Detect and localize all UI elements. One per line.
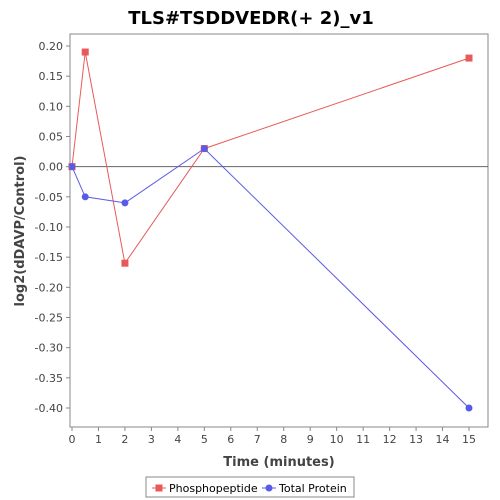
data-point-phosphopeptide [81, 48, 89, 56]
y-axis-label: log2(dDAVP/Control) [13, 156, 28, 307]
chart-title: TLS#TSDDVEDR(+ 2)_v1 [128, 8, 374, 29]
x-tick-label: 7 [254, 433, 261, 446]
x-tick-label: 5 [201, 433, 208, 446]
y-tick-label: 0.00 [39, 161, 64, 174]
y-tick-label: -0.15 [35, 251, 63, 264]
y-tick-label: -0.40 [35, 402, 63, 415]
data-point-phosphopeptide [121, 259, 129, 267]
legend-box [145, 476, 355, 498]
y-tick-label: -0.30 [35, 342, 63, 355]
y-tick-label: 0.15 [39, 70, 64, 83]
y-tick-label: -0.35 [35, 372, 63, 385]
legend-marker-total-protein [265, 484, 273, 492]
y-tick-label: -0.05 [35, 191, 63, 204]
x-tick-label: 4 [174, 433, 181, 446]
x-tick-label: 12 [383, 433, 397, 446]
x-tick-label: 6 [227, 433, 234, 446]
legend-label-phosphopeptide: Phosphopeptide [169, 482, 258, 495]
x-tick-label: 13 [409, 433, 423, 446]
legend-label-total-protein: Total Protein [278, 482, 347, 495]
x-tick-label: 3 [148, 433, 155, 446]
legend: Phosphopeptide Total Protein [145, 476, 355, 498]
y-tick-label: 0.05 [39, 131, 64, 144]
y-tick-label: -0.20 [35, 281, 63, 294]
y-tick-label: -0.25 [35, 312, 63, 325]
data-point-total-protein [81, 193, 89, 201]
data-point-total-protein [68, 163, 76, 171]
data-point-phosphopeptide [465, 54, 473, 62]
x-tick-label: 1 [95, 433, 102, 446]
y-tick-label: 0.20 [39, 40, 64, 53]
x-tick-label: 8 [280, 433, 287, 446]
data-point-total-protein [121, 199, 129, 207]
data-point-total-protein [200, 145, 208, 153]
x-tick-label: 11 [356, 433, 370, 446]
x-tick-label: 15 [462, 433, 476, 446]
data-point-total-protein [465, 404, 473, 412]
x-tick-label: 14 [436, 433, 450, 446]
y-tick-label: 0.10 [39, 100, 64, 113]
x-tick-label: 10 [330, 433, 344, 446]
legend-marker-phosphopeptide [155, 484, 163, 492]
x-tick-label: 2 [121, 433, 128, 446]
y-tick-label: -0.10 [35, 221, 63, 234]
x-tick-label: 9 [307, 433, 314, 446]
plot-area [69, 33, 489, 428]
x-axis-label: Time (minutes) [223, 455, 334, 470]
x-tick-label: 0 [69, 433, 76, 446]
